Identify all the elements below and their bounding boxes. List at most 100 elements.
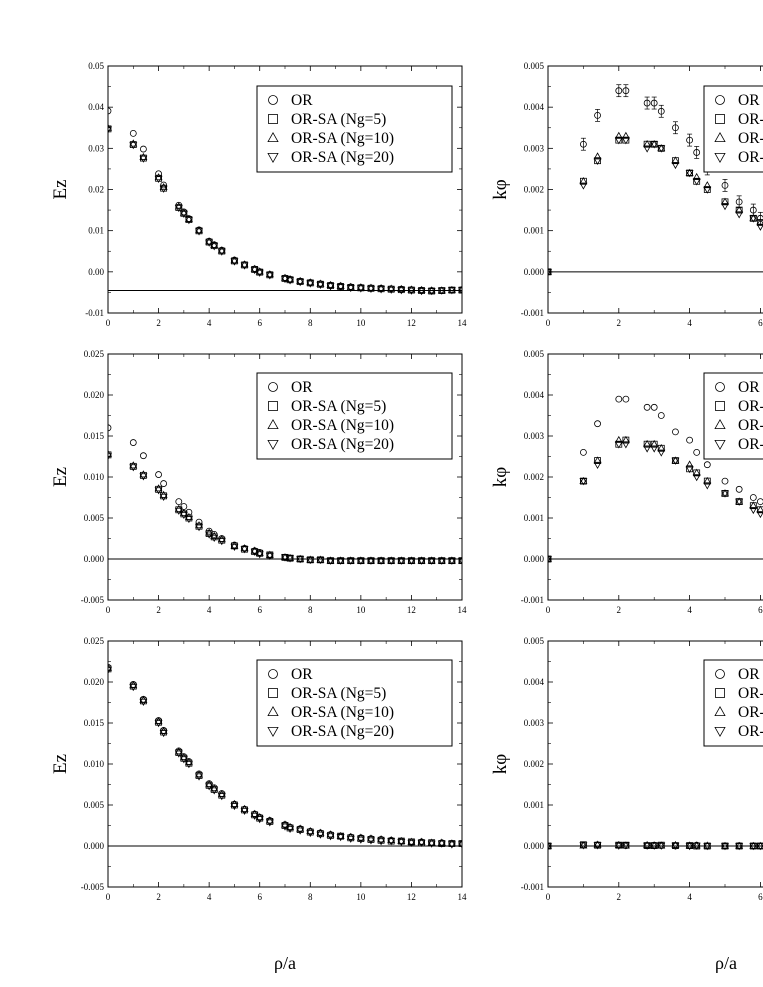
- data-point-or: [757, 214, 763, 222]
- y-tick-label: 0.002: [524, 759, 544, 769]
- data-point-or-sa-ng-5-: [316, 830, 324, 838]
- data-points: [108, 424, 462, 565]
- x-tick-label: 8: [308, 318, 313, 328]
- data-point-or-sa-ng-5-: [205, 238, 213, 246]
- x-tick-label: 10: [356, 605, 366, 615]
- data-point-or-sa-ng-20-: [108, 126, 112, 134]
- data-point-or-sa-ng-20-: [756, 223, 763, 231]
- data-point-or: [735, 198, 743, 206]
- x-tick-label: 6: [257, 892, 262, 902]
- data-point-or-sa-ng-5-: [306, 828, 314, 836]
- data-point-or-sa-ng-20-: [217, 793, 226, 801]
- data-point-or-sa-ng-10-: [756, 218, 763, 226]
- data-point-or-sa-ng-20-: [685, 843, 694, 851]
- legend: OR OR-SA (Ng=5) OR-SA (Ng=10) OR-SA (Ng=20): [703, 659, 763, 747]
- data-point-or-sa-ng-10-: [417, 556, 426, 564]
- data-point-or-sa-ng-20-: [129, 464, 138, 472]
- data-point-or-sa-ng-20-: [735, 498, 744, 506]
- data-point-or-sa-ng-10-: [336, 281, 345, 289]
- data-point-or-sa-ng-10-: [650, 841, 659, 849]
- x-tick-label: 4: [687, 605, 692, 615]
- data-point-or-sa-ng-10-: [108, 123, 112, 131]
- data-point-or-sa-ng-10-: [255, 267, 264, 275]
- data-point-or-sa-ng-20-: [316, 557, 325, 565]
- data-point-or-sa-ng-10-: [735, 205, 744, 213]
- legend-label: OR-SA (Ng=20): [738, 149, 763, 166]
- data-point-or-sa-ng-5-: [155, 174, 162, 182]
- data-point-or-sa-ng-10-: [281, 553, 289, 561]
- data-point-or-sa-ng-5-: [139, 154, 147, 162]
- legend-label: OR-SA (Ng=20): [738, 436, 763, 453]
- data-point-or-sa-ng-10-: [614, 435, 623, 443]
- data-point-or-sa-ng-20-: [427, 557, 436, 565]
- legend-label: OR-SA (Ng=5): [291, 398, 386, 415]
- data-point-or-sa-ng-20-: [306, 557, 315, 565]
- legend-label: OR-SA (Ng=10): [738, 417, 763, 434]
- data-point-or-sa-ng-10-: [346, 556, 355, 564]
- legend-marker-1: [268, 669, 278, 679]
- y-tick-label: 0.01: [88, 226, 104, 236]
- data-point-or-sa-ng-10-: [650, 439, 659, 448]
- data-point-or-sa-ng-10-: [306, 555, 315, 563]
- data-point-or-sa-ng-20-: [366, 557, 375, 565]
- legend-label: OR-SA (Ng=5): [738, 111, 763, 128]
- x-tick-label: 14: [458, 892, 468, 902]
- data-point-or-sa-ng-20-: [643, 145, 652, 153]
- data-point-or-sa-ng-20-: [174, 205, 183, 213]
- y-axis-label: Ez: [50, 467, 71, 487]
- data-point-or: [615, 395, 623, 403]
- data-point-or-sa-ng-5-: [205, 781, 213, 789]
- legend-marker-4: [714, 439, 726, 450]
- legend-label: OR-SA (Ng=5): [291, 111, 386, 128]
- data-point-or-sa-ng-20-: [195, 524, 204, 532]
- data-point-or-sa-ng-20-: [265, 272, 274, 280]
- data-point-or-sa-ng-20-: [281, 554, 289, 562]
- x-tick-label: 4: [687, 892, 692, 902]
- data-point-or: [622, 87, 630, 95]
- legend: OR OR-SA (Ng=5) OR-SA (Ng=10) OR-SA (Ng=20): [256, 659, 453, 747]
- data-point-or-sa-ng-10-: [437, 556, 446, 564]
- y-tick-label: 0.004: [524, 102, 545, 112]
- data-point-or-sa-ng-20-: [356, 557, 365, 565]
- data-point-or-sa-ng-20-: [296, 279, 305, 287]
- data-point-or: [643, 403, 651, 411]
- data-point-or-sa-ng-5-: [327, 282, 334, 290]
- data-point-or-sa-ng-10-: [407, 837, 416, 845]
- data-point-or-sa-ng-10-: [407, 285, 416, 293]
- y-tick-label: 0.015: [84, 431, 105, 441]
- x-tick-label: 8: [308, 892, 313, 902]
- legend-label: OR-SA (Ng=20): [291, 149, 394, 166]
- data-point-or-sa-ng-5-: [296, 278, 304, 285]
- data-point-or-sa-ng-10-: [643, 439, 652, 448]
- data-point-or-sa-ng-20-: [579, 478, 588, 486]
- data-point-or: [129, 439, 137, 446]
- panel-right-3: -0.001 0.000 0.001 0.002 0.003 0.004 0.005 0 2 4 6…: [490, 636, 763, 902]
- data-point-or-sa-ng-5-: [175, 204, 183, 211]
- data-point-or-sa-ng-20-: [336, 284, 345, 292]
- data-point-or-sa-ng-20-: [548, 269, 552, 277]
- data-point-or-sa-ng-20-: [387, 557, 396, 565]
- data-point-or-sa-ng-10-: [230, 256, 239, 264]
- data-point-or-sa-ng-20-: [417, 288, 426, 296]
- data-point-or-sa-ng-10-: [735, 841, 744, 849]
- data-point-or-sa-ng-10-: [326, 280, 335, 288]
- legend-marker-3: [714, 706, 726, 716]
- data-point-or-sa-ng-10-: [650, 139, 659, 148]
- data-point-or-sa-ng-20-: [179, 511, 188, 519]
- data-point-or: [155, 471, 162, 478]
- data-point-or-sa-ng-10-: [643, 840, 652, 848]
- data-point-or-sa-ng-10-: [458, 556, 462, 564]
- legend-box: [703, 85, 763, 173]
- data-point-or-sa-ng-20-: [184, 761, 193, 769]
- data-point-or-sa-ng-5-: [175, 506, 183, 514]
- data-point-or-sa-ng-5-: [139, 471, 147, 479]
- data-point-or: [757, 498, 763, 505]
- data-point-or-sa-ng-20-: [346, 557, 355, 565]
- data-point-or: [672, 428, 679, 436]
- legend-label: OR-SA (Ng=20): [291, 436, 394, 453]
- data-point-or-sa-ng-10-: [548, 841, 552, 849]
- data-point-or: [129, 129, 137, 137]
- legend-marker-2: [715, 401, 725, 411]
- data-point-or-sa-ng-5-: [241, 806, 248, 814]
- data-point-or-sa-ng-10-: [179, 208, 188, 216]
